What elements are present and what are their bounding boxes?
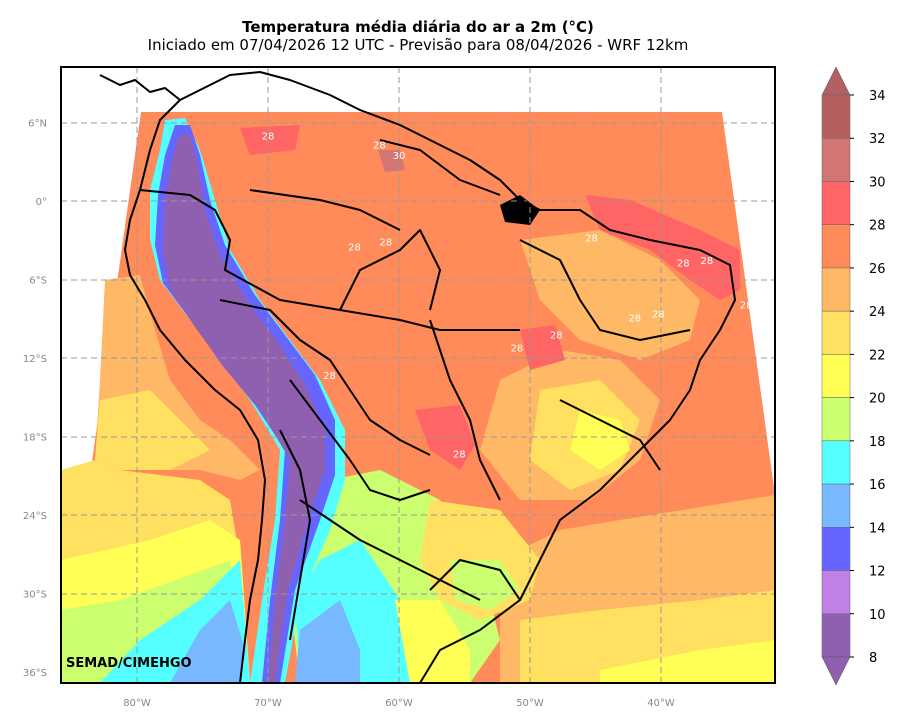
watermark: SEMAD/CIMEHGO bbox=[66, 656, 192, 671]
longitude-tick-label: 50°W bbox=[516, 698, 544, 709]
latitude-tick-label: 6°S bbox=[29, 275, 47, 286]
colorbar-bin bbox=[821, 267, 851, 312]
colorbar-bin bbox=[821, 224, 851, 269]
contour-label: 28 bbox=[652, 309, 665, 320]
colorbar-label: 32 bbox=[869, 132, 886, 147]
contour-label: 28 bbox=[628, 313, 641, 324]
colorbar-bottom-arrow bbox=[821, 656, 851, 686]
colorbar-label: 10 bbox=[869, 608, 886, 623]
latitude-tick-label: 36°S bbox=[23, 668, 47, 679]
colorbar-label: 8 bbox=[869, 651, 877, 666]
colorbar-label: 34 bbox=[869, 89, 886, 104]
contour-label: 28 bbox=[453, 449, 466, 460]
colorbar-bin bbox=[821, 483, 851, 528]
colorbar-label: 24 bbox=[869, 305, 886, 320]
contour-label: 28 bbox=[373, 141, 386, 152]
colorbar-bin bbox=[821, 613, 851, 658]
contour-label: 28 bbox=[585, 234, 598, 245]
colorbar-bin bbox=[821, 310, 851, 355]
colorbar-label: 16 bbox=[869, 478, 886, 493]
contour-labels: 28 28 30 28 28 28 28 28 28 28 28 28 28 28 28 bbox=[262, 132, 753, 461]
latitude-tick-label: 18°S bbox=[23, 432, 47, 443]
colorbar-label: 12 bbox=[869, 565, 886, 580]
longitude-tick-label: 80°W bbox=[123, 698, 151, 709]
colorbar-label: 28 bbox=[869, 219, 886, 234]
colorbar-bin bbox=[821, 397, 851, 442]
latitude-tick-label: 30°S bbox=[23, 589, 47, 600]
latitude-ticks: 6°N 0° 6°S 12°S 18°S 24°S 30°S 36°S bbox=[23, 119, 47, 679]
colorbar-labels: 34 32 30 28 26 24 22 20 18 16 14 12 10 8 bbox=[850, 89, 886, 666]
colorbar-label: 30 bbox=[869, 175, 886, 190]
colorbar-label: 26 bbox=[869, 262, 886, 277]
contour-label: 28 bbox=[550, 330, 563, 341]
colorbar-label: 18 bbox=[869, 435, 886, 450]
contour-label: 28 bbox=[262, 132, 275, 143]
colorbar-label: 22 bbox=[869, 348, 886, 363]
longitude-tick-label: 60°W bbox=[385, 698, 413, 709]
contour-label: 28 bbox=[511, 343, 524, 354]
contour-label: 28 bbox=[323, 371, 336, 382]
colorbar-bin bbox=[821, 527, 851, 571]
contour-label: 28 bbox=[700, 256, 713, 267]
colorbar-bin bbox=[821, 570, 851, 615]
contour-label: 28 bbox=[677, 258, 690, 269]
map-subtitle: Iniciado em 07/04/2026 12 UTC - Previsão… bbox=[147, 36, 689, 54]
colorbar-bin bbox=[821, 181, 851, 225]
colorbar-top-arrow bbox=[821, 66, 851, 96]
contour-label: 28 bbox=[740, 300, 753, 311]
latitude-tick-label: 6°N bbox=[28, 119, 47, 130]
contour-label: 28 bbox=[380, 237, 393, 248]
longitude-tick-label: 40°W bbox=[647, 698, 675, 709]
borders bbox=[99, 71, 736, 683]
colorbar-bin bbox=[821, 354, 851, 398]
latitude-tick-label: 0° bbox=[36, 197, 47, 208]
contour-label: 28 bbox=[348, 243, 361, 254]
contour-label: 30 bbox=[393, 151, 406, 162]
colorbar bbox=[821, 66, 851, 686]
map-title: Temperatura média diária do ar a 2m (°C) bbox=[242, 18, 594, 36]
latitude-tick-label: 24°S bbox=[23, 511, 47, 522]
map-frame bbox=[60, 66, 776, 684]
colorbar-label: 20 bbox=[869, 392, 886, 407]
latitude-tick-label: 12°S bbox=[23, 354, 47, 365]
colorbar-bin bbox=[821, 94, 851, 139]
colorbar-label: 14 bbox=[869, 521, 886, 536]
longitude-ticks: 80°W 70°W 60°W 50°W 40°W bbox=[123, 698, 675, 709]
colorbar-bin bbox=[821, 137, 851, 182]
colorbar-bin bbox=[821, 440, 851, 485]
longitude-tick-label: 70°W bbox=[254, 698, 282, 709]
temperature-field bbox=[61, 67, 775, 683]
